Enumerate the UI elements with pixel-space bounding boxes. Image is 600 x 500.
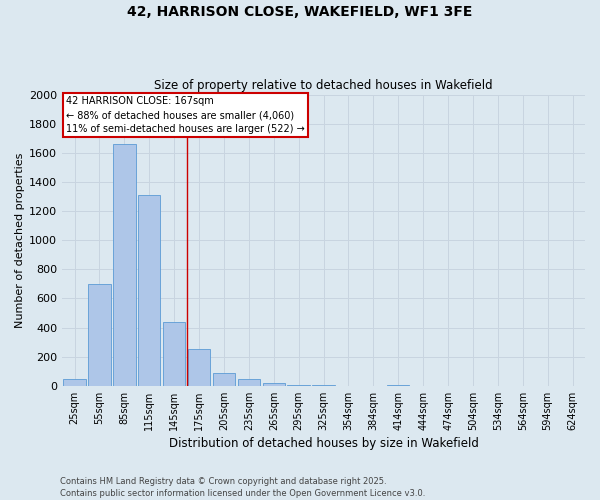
Bar [88, 284, 111, 386]
Y-axis label: Number of detached properties: Number of detached properties [15, 152, 25, 328]
Text: 42 HARRISON CLOSE: 167sqm
← 88% of detached houses are smaller (4,060)
11% of se: 42 HARRISON CLOSE: 167sqm ← 88% of detac… [66, 96, 305, 134]
Bar [163, 322, 185, 386]
Text: Contains HM Land Registry data © Crown copyright and database right 2025.
Contai: Contains HM Land Registry data © Crown c… [60, 476, 425, 498]
Bar [263, 383, 285, 386]
Bar [213, 372, 235, 386]
Bar [113, 144, 136, 386]
X-axis label: Distribution of detached houses by size in Wakefield: Distribution of detached houses by size … [169, 437, 479, 450]
Bar [287, 384, 310, 386]
Bar [64, 378, 86, 386]
Bar [238, 378, 260, 386]
Bar [313, 385, 335, 386]
Bar [188, 350, 210, 386]
Title: Size of property relative to detached houses in Wakefield: Size of property relative to detached ho… [154, 79, 493, 92]
Bar [138, 195, 160, 386]
Text: 42, HARRISON CLOSE, WAKEFIELD, WF1 3FE: 42, HARRISON CLOSE, WAKEFIELD, WF1 3FE [127, 5, 473, 19]
